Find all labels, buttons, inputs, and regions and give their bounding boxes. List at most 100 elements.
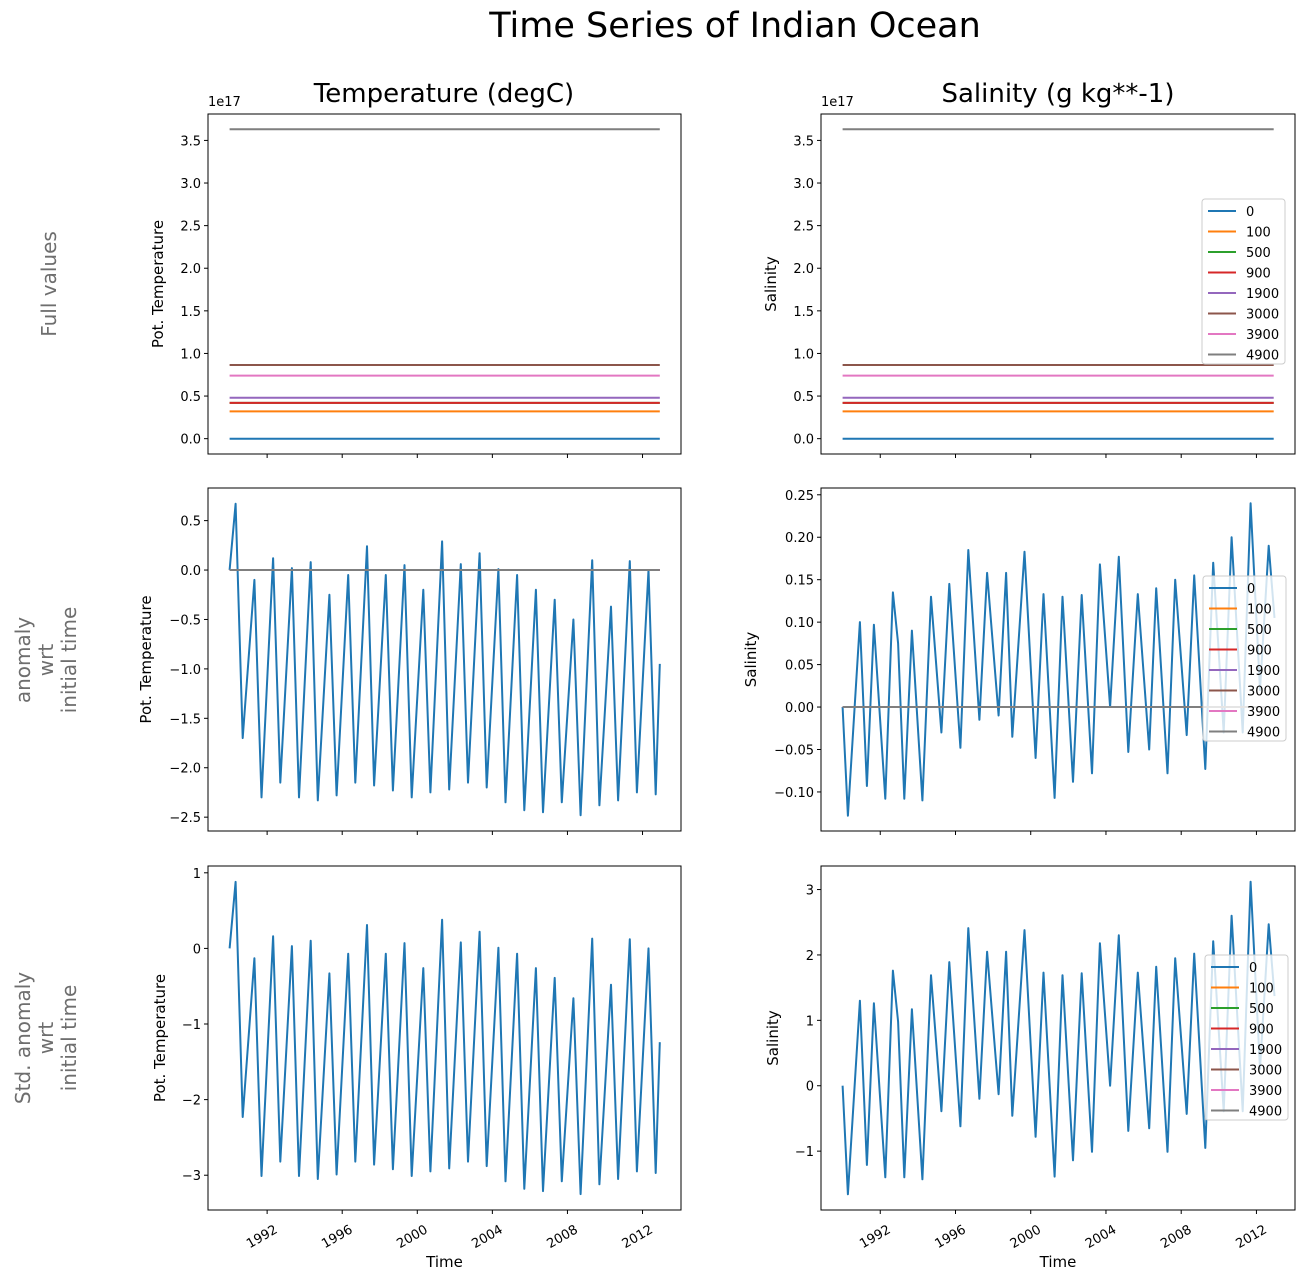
y-tick-label: −2.5: [169, 811, 201, 826]
y-tick-label: 1.5: [180, 305, 201, 320]
legend: 0 100 500 900 1900 3000 3900 4900: [1204, 954, 1289, 1121]
y-tick-label: 1.0: [180, 347, 201, 362]
legend-label: 3000: [1246, 308, 1279, 323]
x-tick-label: 2012: [620, 1222, 656, 1252]
x-tick-label: 1992: [857, 1222, 893, 1252]
x-tick-label: 2012: [1233, 1222, 1269, 1252]
legend-label: 0: [1247, 582, 1255, 597]
legend-label: 1900: [1247, 664, 1280, 679]
legend: 0 100 500 900 1900 3000 3900 4900: [1201, 198, 1286, 365]
y-tick-label: −3: [182, 1169, 201, 1184]
row-label: Full values: [37, 231, 61, 337]
row-label: anomalywrtinitial time: [11, 607, 81, 714]
y-axis-label: Salinity: [764, 1010, 782, 1066]
y-tick-label: 3.5: [180, 134, 201, 149]
y-tick-label: 2.5: [180, 220, 201, 235]
panel-salinity-full: 0.0 0.5 1.0 1.5 2.0 2.5 3.0 3.5 Salinity 1e17 0 100…: [762, 95, 1296, 458]
y-tick-label: 1: [193, 867, 201, 882]
legend-label: 4900: [1247, 726, 1280, 741]
y-tick-label: −0.10: [774, 786, 814, 801]
y-tick-label: −1: [182, 1018, 201, 1033]
panel-temperature-anomaly: −2.5 −2.0 −1.5 −1.0 −0.5 0.0 0.5 Pot. Temperatu…: [137, 487, 682, 835]
row-label-line: Full values: [37, 231, 61, 337]
y-tick-label: 0.00: [785, 701, 814, 716]
x-tick-label: 2004: [469, 1222, 505, 1252]
y-tick-label: 1.5: [793, 305, 814, 320]
y-tick-label: −1.0: [169, 663, 201, 678]
legend-label: 900: [1249, 1023, 1274, 1038]
y-tick-label: −1.5: [169, 712, 201, 727]
y-tick-label: 2.0: [180, 262, 201, 277]
legend: 0 100 500 900 1900 3000 3900 4900: [1202, 575, 1287, 742]
axis-offset-text: 1e17: [208, 95, 241, 110]
y-tick-label: 0.0: [180, 433, 201, 448]
y-tick-label: −2.0: [169, 762, 201, 777]
panel-salinity-std-anomaly: −1 0 1 2 3 1992 1996 2000 2004 2008 2012 Time Salini…: [764, 865, 1296, 1271]
axes-frame: [820, 113, 1296, 455]
legend-label: 100: [1249, 982, 1274, 997]
y-tick-label: 3: [806, 884, 814, 899]
series-line-depth-0: [228, 880, 661, 1196]
legend-label: 0: [1249, 961, 1257, 976]
legend-label: 100: [1246, 226, 1271, 241]
row-label-line: initial time: [57, 607, 81, 714]
y-tick-label: 2.0: [793, 262, 814, 277]
y-axis-label: Salinity: [762, 256, 780, 312]
row-label-line: Std. anomaly: [11, 972, 35, 1104]
legend-label: 3900: [1247, 705, 1280, 720]
x-tick-label: 2000: [1008, 1222, 1044, 1252]
legend-frame: [1201, 198, 1286, 365]
legend-label: 900: [1246, 267, 1271, 282]
y-tick-label: 0.5: [180, 390, 201, 405]
legend-label: 100: [1247, 603, 1272, 618]
series-line-depth-0: [228, 502, 661, 817]
legend-frame: [1202, 575, 1287, 742]
legend-label: 3900: [1246, 328, 1279, 343]
legend-label: 3900: [1249, 1084, 1282, 1099]
y-axis-label: Pot. Temperature: [151, 974, 169, 1102]
y-tick-label: 0.15: [785, 574, 814, 589]
x-tick-label: 2008: [544, 1222, 580, 1252]
y-tick-label: 0.0: [180, 564, 201, 579]
axes-frame: [207, 113, 682, 455]
x-tick-label: 1992: [244, 1222, 280, 1252]
series-line-depth-0: [841, 880, 1276, 1196]
row-label-line: anomaly: [11, 617, 35, 703]
y-axis-label: Pot. Temperature: [149, 220, 167, 348]
x-axis-label: Time: [1039, 1253, 1077, 1271]
legend-label: 500: [1249, 1002, 1274, 1017]
x-tick-label: 1996: [319, 1222, 355, 1252]
row-label: Std. anomalywrtinitial time: [11, 972, 81, 1104]
row-label-line: wrt: [34, 1022, 58, 1055]
y-tick-label: −1: [795, 1145, 814, 1160]
figure-title: Time Series of Indian Ocean: [488, 6, 981, 46]
axes-frame: [207, 865, 682, 1211]
series-group: [841, 502, 1276, 817]
axis-offset-text: 1e17: [821, 95, 854, 110]
y-tick-label: 0.05: [785, 659, 814, 674]
legend-frame: [1204, 954, 1289, 1121]
series-group: [841, 880, 1276, 1196]
legend-label: 4900: [1249, 1105, 1282, 1120]
legend-label: 4900: [1246, 349, 1279, 364]
y-tick-label: 0: [806, 1080, 814, 1095]
legend-label: 1900: [1249, 1043, 1282, 1058]
panel-salinity-anomaly: −0.10 −0.05 0.00 0.05 0.10 0.15 0.20 0.25 Salini…: [742, 487, 1296, 835]
series-line-depth-0: [841, 502, 1276, 817]
y-tick-label: 2: [806, 949, 814, 964]
y-tick-label: −2: [182, 1094, 201, 1109]
legend-label: 1900: [1246, 287, 1279, 302]
legend-label: 500: [1247, 623, 1272, 638]
y-tick-label: 0.20: [785, 531, 814, 546]
y-tick-label: 3.0: [793, 177, 814, 192]
series-group: [842, 128, 1274, 440]
y-tick-label: 0.10: [785, 616, 814, 631]
y-tick-label: 0: [193, 942, 201, 957]
x-tick-label: 2008: [1158, 1222, 1194, 1252]
y-tick-label: 1: [806, 1014, 814, 1029]
y-tick-label: 3.5: [793, 134, 814, 149]
y-axis-label: Salinity: [742, 632, 760, 688]
y-tick-label: 2.5: [793, 220, 814, 235]
column-title-salinity: Salinity (g kg**-1): [942, 79, 1175, 109]
